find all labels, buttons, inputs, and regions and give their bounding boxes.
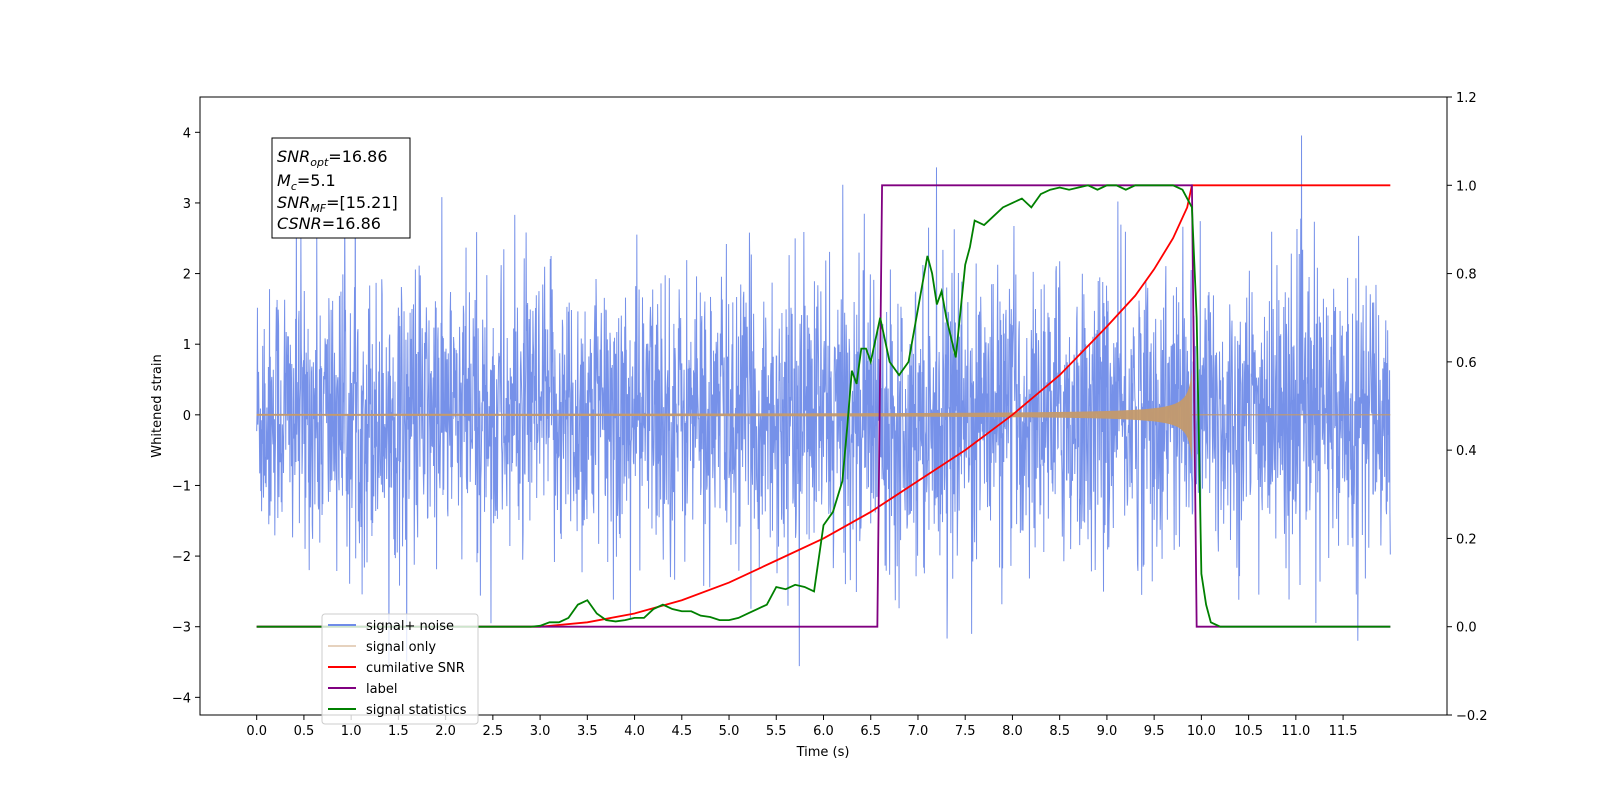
- legend: signal+ noise signal only cumilative SNR la…: [321, 613, 479, 725]
- x-tick-label: 6.5: [860, 724, 881, 739]
- x-axis: 0.0 0.5 1.0 1.5 2.0 2.5 3.0 3.5 4.0 4.5 5.0 5.5 6.0 6…: [246, 715, 1358, 739]
- signal-noise-line: [256, 135, 1391, 672]
- x-tick-label: 0.5: [294, 724, 315, 739]
- x-tick-label: 11.5: [1329, 724, 1358, 739]
- legend-label-signal-statistics: signal statistics: [366, 703, 467, 718]
- mc-text: Mc=5.1: [277, 171, 336, 193]
- y-right-tick-label: 0.4: [1456, 444, 1477, 459]
- x-tick-label: 5.0: [719, 724, 740, 739]
- signal-only-band: [256, 368, 1192, 462]
- y-right-tick-label: 0.2: [1456, 532, 1477, 547]
- y-tick-label: −1: [172, 479, 191, 494]
- y-axis-left: 4 3 2 1 0 −1 −2 −3 −4: [172, 126, 200, 706]
- x-tick-label: 3.0: [530, 724, 551, 739]
- x-tick-label: 2.0: [435, 724, 456, 739]
- signal-statistics-line: [256, 184, 1391, 628]
- y-axis-label: Whitened strain: [150, 354, 165, 457]
- y-tick-label: 3: [183, 197, 191, 212]
- y-tick-label: 0: [183, 409, 191, 424]
- legend-label-signal-only: signal only: [366, 640, 436, 655]
- signal-noise-series: [256, 135, 1391, 672]
- x-tick-label: 1.0: [341, 724, 362, 739]
- y-right-tick-label: 0.0: [1456, 621, 1477, 636]
- x-tick-label: 9.0: [1097, 724, 1118, 739]
- x-tick-label: 11.0: [1281, 724, 1310, 739]
- x-tick-label: 2.5: [483, 724, 504, 739]
- snr-opt-text: SNRopt=16.86: [277, 147, 388, 169]
- csnr-text: CSNR=16.86: [277, 214, 381, 233]
- y-tick-label: 1: [183, 338, 191, 353]
- x-tick-label: 0.0: [246, 724, 267, 739]
- y-right-tick-label: 0.6: [1456, 356, 1477, 371]
- y-tick-label: 4: [183, 126, 191, 141]
- y-right-tick-label: 1.0: [1456, 179, 1477, 194]
- x-tick-label: 7.0: [908, 724, 929, 739]
- y-tick-label: −2: [172, 550, 191, 565]
- y-right-tick-label: 0.8: [1456, 268, 1477, 283]
- x-tick-label: 7.5: [955, 724, 976, 739]
- info-box: SNRopt=16.86 Mc=5.1 SNRMF=[15.21] CSNR=1…: [271, 137, 411, 239]
- legend-label-signal-noise: signal+ noise: [366, 619, 454, 634]
- y-tick-label: −3: [172, 621, 191, 636]
- x-tick-label: 10.5: [1234, 724, 1263, 739]
- x-tick-label: 6.0: [813, 724, 834, 739]
- signal-only-series: [256, 368, 1391, 462]
- x-axis-label: Time (s): [796, 745, 850, 760]
- x-tick-label: 4.0: [624, 724, 645, 739]
- x-tick-label: 10.0: [1187, 724, 1216, 739]
- x-tick-label: 9.5: [1144, 724, 1165, 739]
- y-right-tick-label: 1.2: [1456, 91, 1477, 106]
- x-tick-label: 3.5: [577, 724, 598, 739]
- y-tick-label: −4: [172, 691, 191, 706]
- y-tick-label: 2: [183, 268, 191, 283]
- x-tick-label: 8.0: [1002, 724, 1023, 739]
- x-tick-label: 4.5: [671, 724, 692, 739]
- legend-label-label: label: [366, 682, 397, 697]
- x-tick-label: 5.5: [766, 724, 787, 739]
- x-tick-label: 1.5: [388, 724, 409, 739]
- x-tick-label: 8.5: [1049, 724, 1070, 739]
- snr-mf-text: SNRMF=[15.21]: [277, 193, 398, 215]
- legend-label-cumulative-snr: cumilative SNR: [366, 661, 465, 676]
- y-right-tick-label: −0.2: [1456, 709, 1488, 724]
- y-axis-right: 1.2 1.0 0.8 0.6 0.4 0.2 0.0 −0.2: [1447, 91, 1488, 724]
- cumulative-snr-line: [256, 184, 1391, 628]
